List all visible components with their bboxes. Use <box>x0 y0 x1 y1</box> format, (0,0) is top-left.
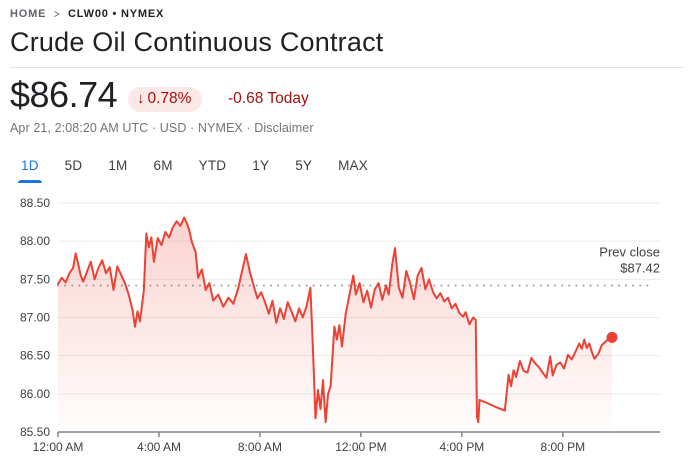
x-axis-label: 12:00 PM <box>335 440 386 454</box>
header-divider <box>10 67 684 68</box>
quote-meta-text: Apr 21, 2:08:20 AM UTC · USD · NYMEX · <box>10 121 251 135</box>
tab-5d[interactable]: 5D <box>64 158 83 173</box>
tab-1d[interactable]: 1D <box>8 152 52 183</box>
y-axis-label: 88.50 <box>20 196 50 210</box>
tab-1m[interactable]: 1M <box>108 158 128 173</box>
disclaimer-link[interactable]: Disclaimer <box>254 121 314 135</box>
price-chart[interactable]: 88.50 88.00 87.50 87.00 86.50 86.00 85.50 Prev … <box>0 190 690 462</box>
y-axis-label: 87.00 <box>20 311 50 325</box>
tab-max[interactable]: MAX <box>338 158 368 173</box>
y-axis-label: 85.50 <box>20 425 50 439</box>
y-axis-label: 86.50 <box>20 349 50 363</box>
change-amount-today: -0.68 Today <box>228 90 309 107</box>
y-axis-label: 88.00 <box>20 234 50 248</box>
x-axis-label: 8:00 AM <box>238 440 282 454</box>
chart-svg[interactable]: 88.50 88.00 87.50 87.00 86.50 86.00 85.50 Prev … <box>0 190 690 462</box>
x-axis-label: 12:00 AM <box>33 440 84 454</box>
change-percent-value: 0.78% <box>147 90 192 107</box>
prev-close-label: Prev close <box>599 244 660 259</box>
tab-1y[interactable]: 1Y <box>252 158 270 173</box>
x-axis-label: 8:00 PM <box>540 440 585 454</box>
price-line <box>57 216 613 424</box>
arrow-down-icon: ↓ <box>137 90 145 108</box>
breadcrumb-symbol: CLW00 • NYMEX <box>68 8 165 20</box>
y-axis-label: 87.50 <box>20 272 50 286</box>
quote-meta: Apr 21, 2:08:20 AM UTC · USD · NYMEX · D… <box>10 121 314 135</box>
x-axis-label: 4:00 PM <box>440 440 485 454</box>
prev-close-value: $87.42 <box>620 260 660 275</box>
page-title: Crude Oil Continuous Contract <box>10 27 384 57</box>
time-range-tabs: 1D 5D 1M 6M YTD 1Y 5Y MAX <box>8 152 381 183</box>
tab-5y[interactable]: 5Y <box>295 158 313 173</box>
breadcrumb: HOME > CLW00 • NYMEX <box>10 7 164 21</box>
x-axis-label: 4:00 AM <box>137 440 181 454</box>
current-price-dot <box>606 331 618 343</box>
change-percent-badge: ↓ 0.78% <box>128 87 203 112</box>
breadcrumb-home-link[interactable]: HOME <box>10 8 47 20</box>
tab-ytd[interactable]: YTD <box>198 158 227 173</box>
price-area-fill <box>58 217 612 432</box>
current-price: $86.74 <box>10 74 118 115</box>
tab-6m[interactable]: 6M <box>153 158 173 173</box>
y-axis-label: 86.00 <box>20 387 50 401</box>
chevron-right-icon: > <box>53 7 61 21</box>
